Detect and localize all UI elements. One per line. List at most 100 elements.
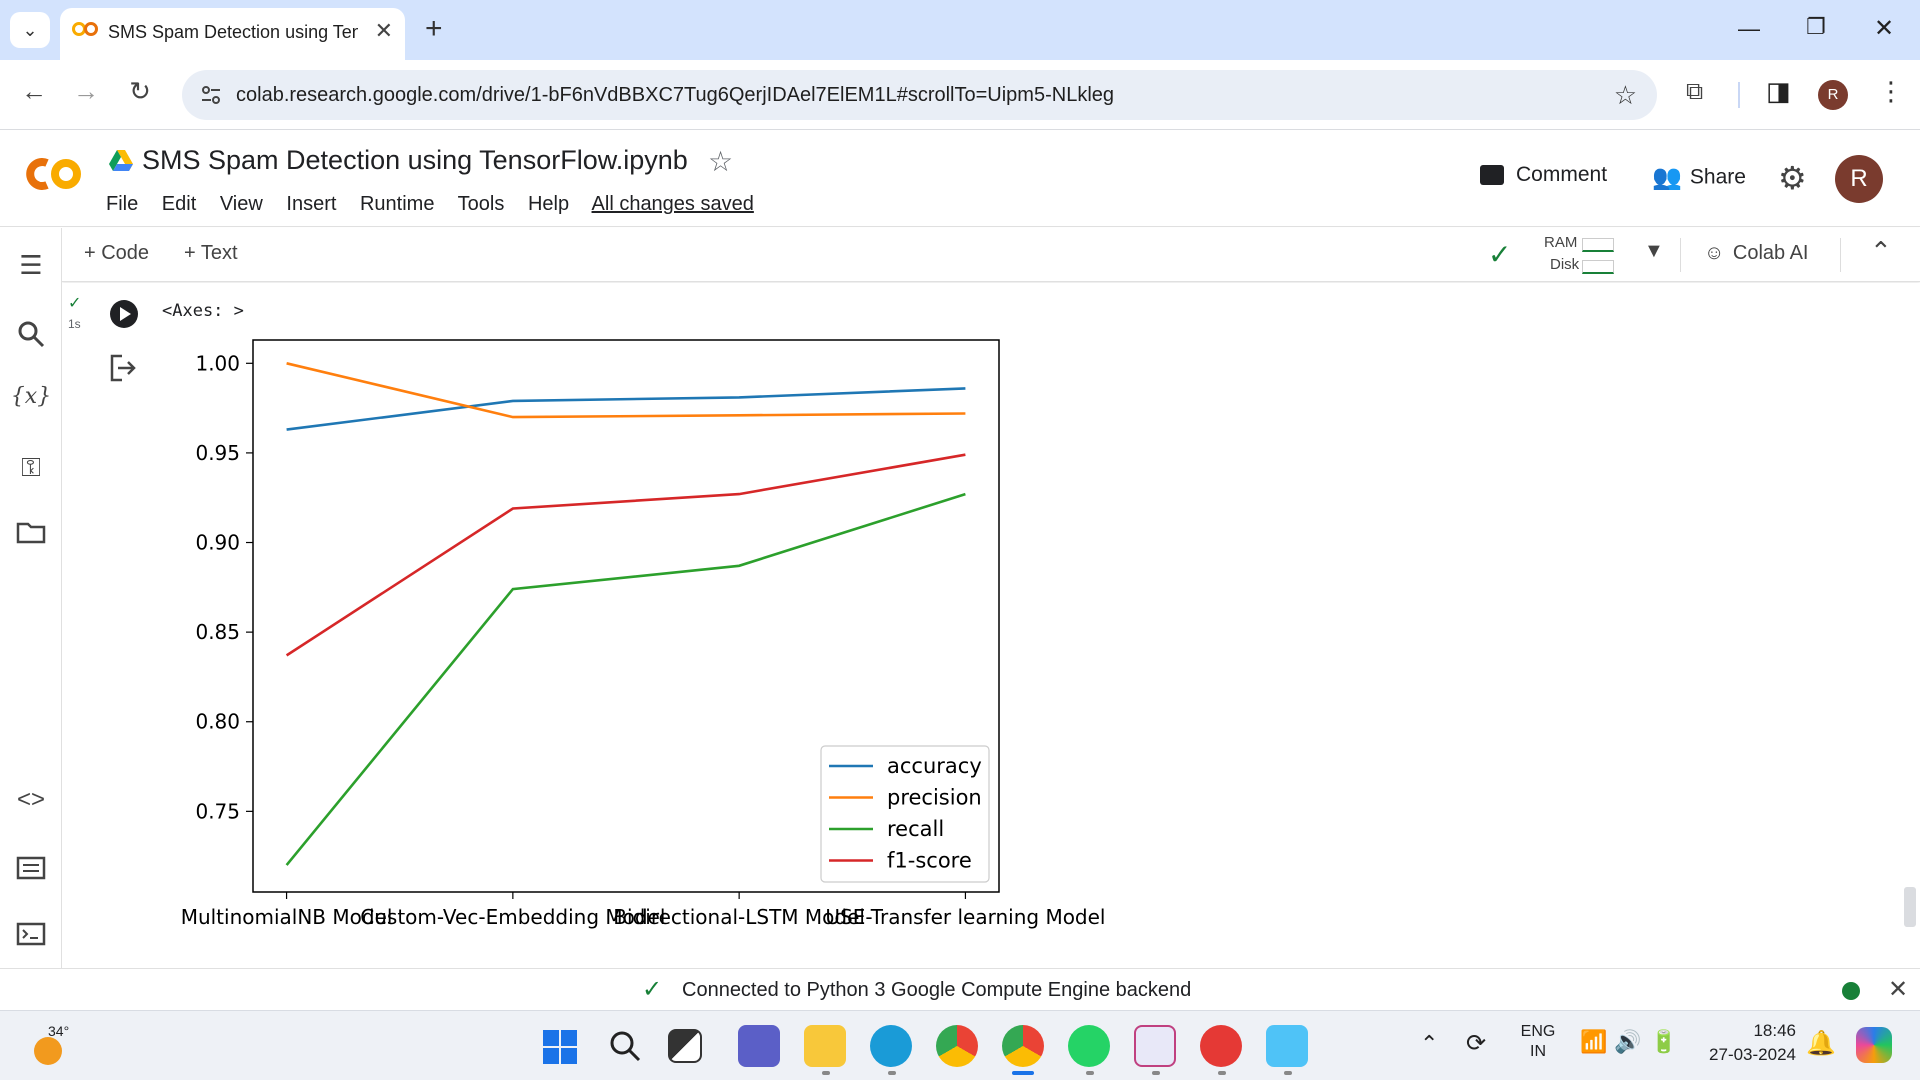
file-explorer-icon[interactable] xyxy=(804,1025,846,1067)
window-close-icon[interactable]: ✕ xyxy=(1874,15,1895,42)
runtime-dropdown-icon[interactable]: ▼ xyxy=(1644,240,1664,262)
teams-icon[interactable] xyxy=(738,1025,780,1067)
user-avatar[interactable]: R xyxy=(1835,155,1883,203)
resources-indicator[interactable]: RAM Disk xyxy=(1536,232,1636,278)
save-status[interactable]: All changes saved xyxy=(591,193,754,215)
cell-output-area: ✓ 1s <Axes: > 1.00 0.95 0.90 0.85 0.80 0.75 M… xyxy=(62,283,1920,968)
secrets-key-icon[interactable]: ⚿ xyxy=(21,452,41,482)
whatsapp-icon[interactable] xyxy=(1068,1025,1110,1067)
menu-file[interactable]: File xyxy=(106,193,139,215)
code-snippets-icon[interactable]: <> xyxy=(16,786,46,813)
y-tick-label: 1.00 xyxy=(195,351,240,375)
volume-icon[interactable]: 🔊 xyxy=(1614,1029,1642,1054)
wps-office-icon[interactable] xyxy=(1200,1025,1242,1067)
browser-toolbar: ← → ↻ colab.research.google.com/drive/1-… xyxy=(0,60,1920,130)
status-close-icon[interactable]: ✕ xyxy=(1888,976,1909,1003)
menu-edit[interactable]: Edit xyxy=(161,193,197,215)
legend-label: f1-score xyxy=(887,849,972,873)
share-button[interactable]: 👥 Share xyxy=(1652,163,1746,199)
back-icon[interactable]: ← xyxy=(21,76,47,106)
terminal-icon[interactable] xyxy=(16,922,46,946)
comment-button[interactable]: Comment xyxy=(1480,163,1607,199)
browser-menu-icon[interactable]: ⋮ xyxy=(1878,76,1904,106)
colab-header: SMS Spam Detection using TensorFlow.ipyn… xyxy=(0,131,1920,227)
y-tick-label: 0.75 xyxy=(195,799,240,823)
left-sidebar: ☰ {x} ⚿ <> xyxy=(0,228,62,968)
bookmark-star-icon[interactable]: ☆ xyxy=(1613,80,1637,110)
task-view-icon[interactable] xyxy=(668,1029,702,1063)
minimize-icon[interactable]: — xyxy=(1738,16,1760,41)
menu-view[interactable]: View xyxy=(219,193,263,215)
restore-icon[interactable]: ❐ xyxy=(1806,14,1826,39)
people-icon: 👥 xyxy=(1652,164,1682,191)
new-tab-button[interactable]: + xyxy=(425,12,443,45)
star-notebook-icon[interactable]: ☆ xyxy=(708,146,734,177)
clock-date: 27-03-2024 xyxy=(1709,1045,1796,1064)
notification-bell-icon[interactable]: 🔔 xyxy=(1806,1030,1836,1057)
cell-toolbar: + Code + Text ✓ RAM Disk ▼ ☺ Colab AI ⌃ xyxy=(62,228,1920,282)
edge-icon[interactable] xyxy=(870,1025,912,1067)
share-label: Share xyxy=(1689,165,1746,189)
notebook-title[interactable]: SMS Spam Detection using TensorFlow.ipyn… xyxy=(142,145,688,175)
y-tick-label: 0.80 xyxy=(195,710,240,734)
extensions-icon[interactable]: ⧉ xyxy=(1686,78,1704,105)
snipping-tool-icon[interactable] xyxy=(1134,1025,1176,1067)
disk-label: Disk xyxy=(1550,256,1580,273)
weather-widget[interactable]: 34° xyxy=(30,1023,90,1069)
collapse-header-icon[interactable]: ⌃ xyxy=(1870,236,1892,266)
chrome-icon[interactable] xyxy=(936,1025,978,1067)
menu-insert[interactable]: Insert xyxy=(286,193,337,215)
colab-ai-label: Colab AI xyxy=(1732,242,1809,264)
toolbar-divider xyxy=(1738,82,1740,108)
menu-tools[interactable]: Tools xyxy=(457,193,505,215)
url-text: colab.research.google.com/drive/1-bF6nVd… xyxy=(236,84,1115,106)
active-app-indicator xyxy=(1012,1071,1034,1075)
notepad-icon[interactable] xyxy=(1266,1025,1308,1067)
active-tab[interactable]: SMS Spam Detection using TensorFlow.ipyn… xyxy=(60,8,405,60)
taskbar-search-icon[interactable] xyxy=(608,1029,642,1063)
legend-label: accuracy xyxy=(887,754,982,778)
clock[interactable]: 18:46 27-03-2024 xyxy=(1696,1021,1796,1065)
output-scrollbar-thumb[interactable] xyxy=(1904,887,1916,927)
language-indicator[interactable]: ENG IN xyxy=(1518,1023,1558,1061)
tab-close-icon[interactable]: ✕ xyxy=(374,18,393,43)
google-drive-icon[interactable] xyxy=(108,149,134,173)
files-folder-icon[interactable] xyxy=(16,520,46,544)
add-code-button[interactable]: + Code xyxy=(84,242,150,264)
tray-overflow-icon[interactable]: ⌃ xyxy=(1420,1031,1439,1056)
tab-search-button[interactable]: ⌄ xyxy=(10,12,50,48)
windows-taskbar: 34° ⌃ ⟳ ENG IN 📶 🔊 🔋 18:46 27-03-2024 🔔 xyxy=(0,1010,1920,1080)
forward-icon[interactable]: → xyxy=(73,76,99,106)
settings-gear-icon[interactable]: ⚙ xyxy=(1778,160,1807,196)
y-tick-label: 0.95 xyxy=(195,441,240,465)
legend-box xyxy=(820,745,990,883)
battery-icon[interactable]: 🔋 xyxy=(1650,1029,1678,1054)
chrome-profile-icon[interactable] xyxy=(1002,1025,1044,1067)
menu-help[interactable]: Help xyxy=(527,193,570,215)
windows-start-icon[interactable] xyxy=(542,1029,578,1065)
command-palette-icon[interactable] xyxy=(16,856,46,880)
clock-time: 18:46 xyxy=(1753,1021,1796,1040)
legend-label: recall xyxy=(887,817,944,841)
search-icon[interactable] xyxy=(17,320,45,348)
output-actions-icon[interactable] xyxy=(108,353,140,383)
output-repr-text: <Axes: > xyxy=(162,301,244,321)
colab-logo-icon[interactable] xyxy=(20,153,86,195)
variables-icon[interactable]: {x} xyxy=(10,384,52,409)
side-panel-icon[interactable]: ◨ xyxy=(1766,76,1791,106)
copilot-icon[interactable] xyxy=(1856,1027,1892,1063)
site-info-icon[interactable] xyxy=(200,84,222,106)
profile-avatar[interactable]: R xyxy=(1818,80,1848,110)
table-of-contents-icon[interactable]: ☰ xyxy=(19,250,43,280)
address-bar[interactable]: colab.research.google.com/drive/1-bF6nVd… xyxy=(182,70,1657,120)
play-icon xyxy=(120,307,131,321)
menu-runtime[interactable]: Runtime xyxy=(359,193,435,215)
colab-ai-button[interactable]: ☺ Colab AI xyxy=(1704,242,1808,265)
comment-label: Comment xyxy=(1516,163,1608,186)
reload-icon[interactable]: ↻ xyxy=(129,76,151,106)
wifi-icon[interactable]: 📶 xyxy=(1580,1029,1608,1054)
app-indicator xyxy=(1086,1071,1094,1075)
sync-icon[interactable]: ⟳ xyxy=(1466,1030,1487,1057)
add-text-button[interactable]: + Text xyxy=(184,242,238,264)
run-cell-button[interactable] xyxy=(110,300,138,328)
